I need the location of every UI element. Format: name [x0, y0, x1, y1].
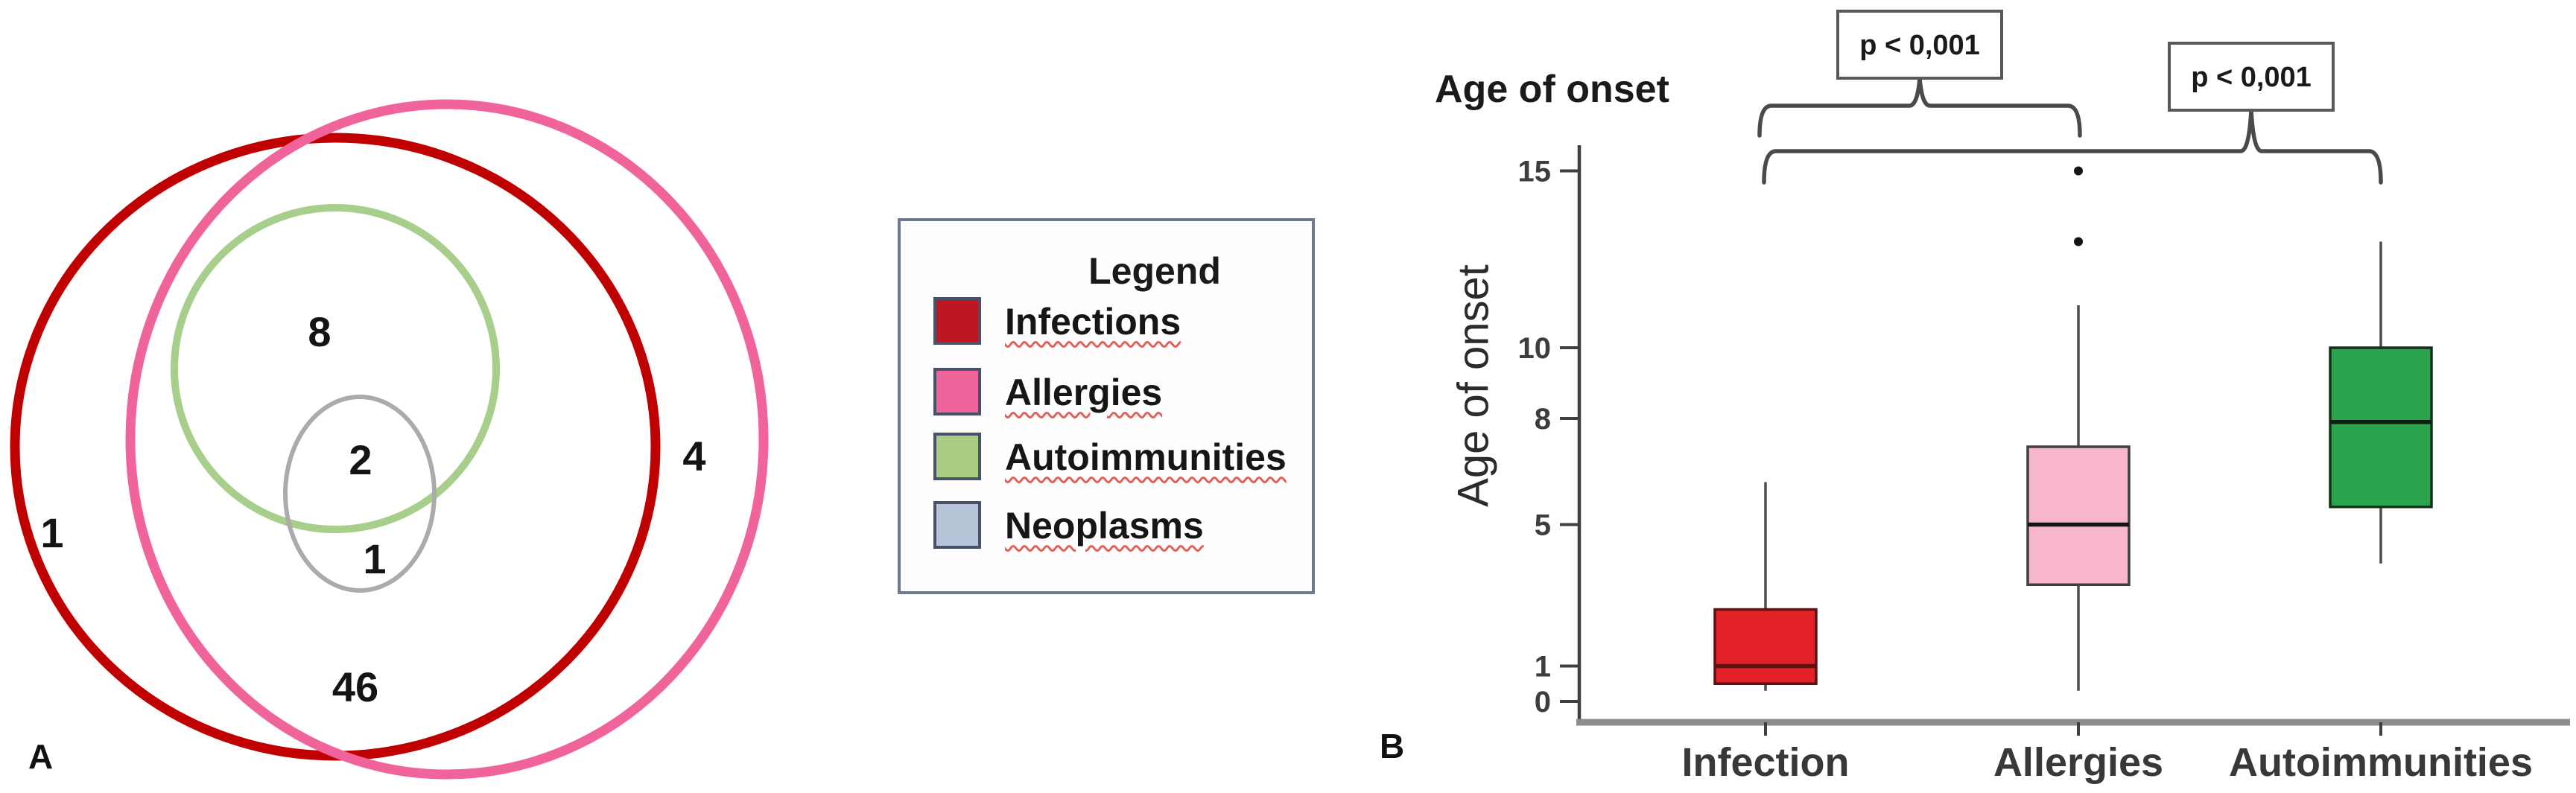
significance-bracket-1 [1757, 77, 2082, 138]
legend-item-label: Infections [1005, 301, 1181, 343]
allergies-color-swatch [933, 368, 981, 415]
y-axis-label: Age of onset [1449, 264, 1498, 507]
p-value-text-1: p < 0,001 [1859, 30, 1980, 61]
x-category-label: Allergies [1993, 740, 2163, 785]
legend-item-infections: Infections [901, 297, 1312, 349]
y-tick-label: 5 [1535, 509, 1551, 542]
legend-item-neoplasms: Neoplasms [901, 501, 1312, 553]
legend-box: Legend Infections Allergies Autoimmuniti… [898, 218, 1315, 594]
x-category-label: Autoimmunities [2229, 740, 2533, 785]
infections-color-swatch [933, 297, 981, 345]
venn-count-autoimmunities: 8 [308, 308, 331, 355]
x-category-label: Infection [1682, 740, 1850, 785]
outlier-allergies [2074, 166, 2083, 176]
significance-bracket-2 [1762, 109, 2383, 185]
venn-count-allergies-only: 4 [682, 433, 705, 480]
legend-item-autoimmunities: Autoimmunities [901, 433, 1312, 485]
panel-b-label: B [1380, 727, 1405, 765]
venn-count-infections-only: 1 [40, 509, 63, 556]
legend-title: Legend [1088, 250, 1221, 292]
venn-circle-neoplasms [283, 395, 437, 593]
y-tick-label: 10 [1518, 332, 1552, 365]
legend-item-label: Neoplasms [1005, 505, 1204, 547]
p-value-text-2: p < 0,001 [2191, 62, 2312, 93]
y-tick-label: 8 [1535, 403, 1551, 436]
chart-title: Age of onset [1435, 68, 1669, 111]
p-value-box-2 [2168, 42, 2335, 112]
p-value-box-1 [1836, 10, 2003, 80]
outlier-allergies [2074, 237, 2083, 246]
panel-a-label: A [28, 737, 53, 776]
autoimmunities-color-swatch [933, 433, 981, 480]
box-autoimmunities [2329, 346, 2433, 509]
y-tick-label: 1 [1535, 651, 1551, 684]
venn-diagram: 8 2 1 46 1 4 A [10, 99, 769, 780]
legend-item-allergies: Allergies [901, 368, 1312, 420]
boxplot-panel: p < 0,001 p < 0,001 0 1 5 8 10 15 Infection Aller… [1378, 0, 2576, 793]
venn-circle-allergies [125, 99, 769, 780]
venn-count-autoimmunities-neoplasms: 2 [349, 436, 372, 483]
venn-circle-autoimmunities [171, 204, 500, 533]
box-allergies [2026, 445, 2131, 586]
legend-item-label: Allergies [1005, 372, 1163, 413]
neoplasms-color-swatch [933, 501, 981, 549]
box-infection [1713, 608, 1818, 685]
venn-count-neoplasms-only: 1 [363, 535, 386, 582]
y-tick-label: 0 [1535, 686, 1551, 719]
venn-count-infections-allergies: 46 [332, 663, 378, 710]
legend-item-label: Autoimmunities [1005, 436, 1287, 478]
y-tick-label: 15 [1518, 156, 1552, 188]
